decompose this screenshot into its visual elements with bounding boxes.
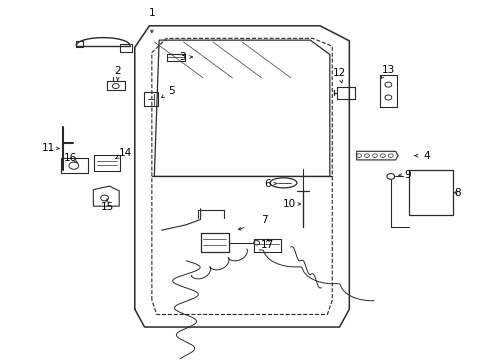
Text: 3: 3: [179, 52, 185, 62]
Text: 4: 4: [422, 150, 429, 161]
Text: 9: 9: [404, 170, 410, 180]
Text: 7: 7: [260, 215, 267, 225]
Text: 13: 13: [381, 64, 394, 75]
Text: 10: 10: [282, 199, 295, 209]
Text: 6: 6: [264, 179, 271, 189]
Text: 14: 14: [118, 148, 131, 158]
Text: 5: 5: [168, 86, 174, 96]
Text: 2: 2: [114, 66, 121, 76]
Text: 12: 12: [332, 68, 346, 78]
Text: 16: 16: [63, 153, 77, 163]
Text: 17: 17: [261, 239, 274, 249]
Text: 1: 1: [148, 8, 155, 18]
Text: 8: 8: [453, 188, 460, 198]
Text: 15: 15: [100, 202, 113, 212]
Text: 11: 11: [42, 143, 55, 153]
